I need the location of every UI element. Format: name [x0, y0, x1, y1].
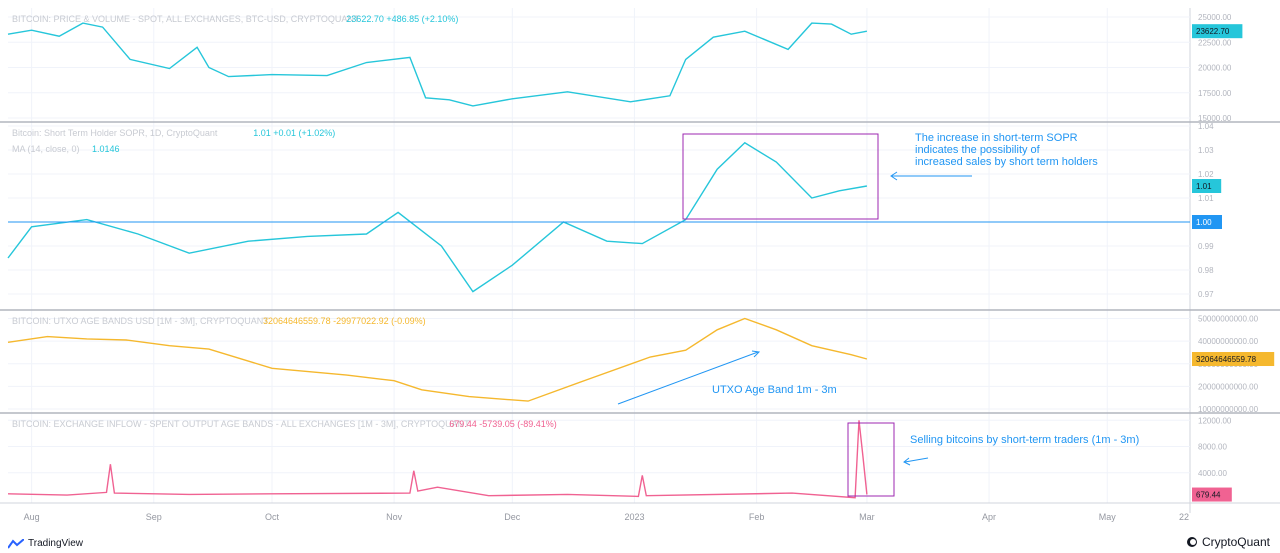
sopr-ma-value: 1.0146 — [92, 144, 120, 154]
inflow-series-line — [7, 420, 868, 499]
tradingview-label: TradingView — [28, 538, 84, 549]
utxo-annotation: UTXO Age Band 1m - 3m — [712, 384, 837, 396]
sopr-current-value-tag — [1192, 179, 1222, 193]
utxo-title: BITCOIN: UTXO AGE BANDS USD [1M - 3M], C… — [12, 316, 269, 326]
price-current-value-label: 23622.70 — [1196, 27, 1230, 36]
inflow-value: 679.44 -5739.05 (-89.41%) — [449, 419, 557, 429]
utxo-annotation-arrow — [617, 351, 759, 405]
cryptoquant-icon — [1186, 537, 1197, 547]
y-tick-label: 1.01 — [1198, 194, 1214, 203]
x-tick-label: 2023 — [624, 512, 644, 522]
y-tick-label: 1.03 — [1198, 146, 1214, 155]
inflow-arrow-head — [903, 457, 911, 466]
tradingview-logo[interactable]: TradingView — [8, 538, 83, 549]
y-tick-label: 1.02 — [1198, 170, 1214, 179]
sopr-baseline-tag — [1192, 215, 1222, 229]
x-tick-label: May — [1099, 512, 1117, 522]
price-title: BITCOIN: PRICE & VOLUME - SPOT, ALL EXCH… — [12, 14, 360, 24]
sopr-value: 1.01 +0.01 (+1.02%) — [253, 128, 335, 138]
sopr-title: Bitcoin: Short Term Holder SOPR, 1D, Cry… — [12, 128, 218, 138]
inflow-title: BITCOIN: EXCHANGE INFLOW - SPENT OUTPUT … — [12, 419, 470, 429]
sopr-highlight-box — [682, 133, 879, 220]
sopr-baseline-label: 1.00 — [1196, 218, 1212, 227]
price-series-line — [7, 22, 868, 107]
sopr-annotation-line: The increase in short-term SOPR — [915, 132, 1078, 144]
inflow-current-value-label: 679.44 — [1196, 491, 1221, 500]
utxo-current-value-tag — [1192, 352, 1275, 367]
x-tick-label: Aug — [24, 512, 40, 522]
y-tick-label: 22500.00 — [1198, 38, 1232, 47]
x-tick-label: 22 — [1179, 512, 1189, 522]
utxo-series-line — [7, 317, 868, 402]
y-tick-label: 20000000000.00 — [1198, 382, 1259, 391]
tradingview-icon — [8, 538, 24, 549]
y-tick-label: 50000000000.00 — [1198, 315, 1259, 324]
y-tick-label: 25000.00 — [1198, 13, 1232, 22]
inflow-current-value-tag — [1192, 487, 1232, 502]
y-tick-label: 12000.00 — [1198, 416, 1232, 425]
y-tick-label: 20000.00 — [1198, 64, 1232, 73]
y-tick-label: 4000.00 — [1198, 469, 1227, 478]
x-tick-label: Dec — [504, 512, 521, 522]
utxo-current-value-label: 32064646559.78 — [1196, 355, 1257, 364]
price-current-value-tag — [1192, 24, 1243, 39]
cryptoquant-label: CryptoQuant — [1201, 535, 1270, 549]
inflow-annotation-arrow — [904, 457, 929, 463]
utxo-arrow-head — [751, 350, 761, 358]
y-tick-label: 0.99 — [1198, 242, 1214, 251]
cryptoquant-logo[interactable]: CryptoQuant — [1186, 535, 1270, 549]
x-tick-label: Mar — [859, 512, 875, 522]
y-tick-label: 10000000000.00 — [1198, 405, 1259, 414]
sopr-ma-title: MA (14, close, 0) — [12, 144, 80, 154]
price-value: 23622.70 +486.85 (+2.10%) — [346, 14, 458, 24]
sopr-annotation-line: indicates the possibility of — [915, 144, 1041, 156]
y-tick-label: 0.98 — [1198, 266, 1214, 275]
utxo-value: 32064646559.78 -29977022.92 (-0.09%) — [263, 316, 426, 326]
sopr-current-value-label: 1.01 — [1196, 182, 1212, 191]
x-tick-label: Nov — [386, 512, 403, 522]
y-tick-label: 0.97 — [1198, 290, 1214, 299]
inflow-annotation: Selling bitcoins by short-term traders (… — [910, 434, 1139, 446]
sopr-annotation-line: increased sales by short term holders — [915, 156, 1098, 168]
x-tick-label: Oct — [265, 512, 280, 522]
y-tick-label: 40000000000.00 — [1198, 337, 1259, 346]
y-tick-label: 15000.00 — [1198, 114, 1232, 123]
inflow-highlight-box — [847, 422, 895, 497]
y-tick-label: 8000.00 — [1198, 443, 1227, 452]
y-tick-label: 1.04 — [1198, 122, 1214, 131]
y-tick-label: 17500.00 — [1198, 89, 1232, 98]
sopr-series-line — [7, 141, 868, 293]
x-tick-label: Sep — [146, 512, 162, 522]
sopr-arrow-head — [890, 171, 898, 181]
x-tick-label: Feb — [749, 512, 765, 522]
x-tick-label: Apr — [982, 512, 996, 522]
